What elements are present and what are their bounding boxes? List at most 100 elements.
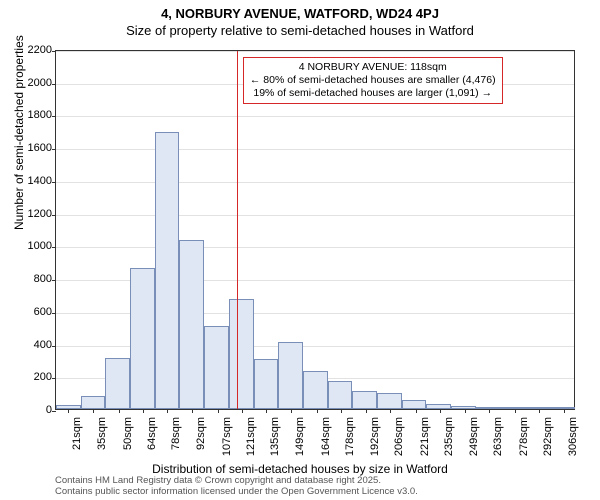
ytick-label: 600 — [34, 306, 52, 318]
gridline — [56, 247, 574, 248]
ytick-label: 400 — [34, 339, 52, 351]
histogram-bar — [204, 326, 229, 409]
xtick-label: 221sqm — [419, 417, 431, 463]
histogram-bar — [130, 268, 155, 409]
xtick-mark — [390, 409, 391, 413]
xtick-label: 64sqm — [146, 417, 158, 463]
histogram-bar — [451, 406, 476, 409]
xtick-label: 206sqm — [393, 417, 405, 463]
ytick-mark — [52, 313, 56, 314]
xtick-mark — [416, 409, 417, 413]
ytick-label: 200 — [34, 371, 52, 383]
gridline — [56, 116, 574, 117]
xtick-label: 263sqm — [492, 417, 504, 463]
histogram-bar — [550, 407, 575, 409]
gridline — [56, 182, 574, 183]
xtick-mark — [465, 409, 466, 413]
histogram-bar — [402, 400, 427, 409]
histogram-bar — [179, 240, 204, 409]
annotation-line-3: 19% of semi-detached houses are larger (… — [250, 87, 496, 100]
reference-line — [237, 51, 238, 409]
histogram-bar — [377, 393, 402, 409]
histogram-bar — [254, 359, 279, 409]
xtick-label: 92sqm — [195, 417, 207, 463]
ytick-mark — [52, 247, 56, 248]
ytick-label: 1600 — [28, 142, 52, 154]
xtick-label: 249sqm — [468, 417, 480, 463]
histogram-bar — [229, 299, 254, 409]
footer: Contains HM Land Registry data © Crown c… — [55, 476, 418, 498]
histogram-bar — [81, 396, 106, 409]
xtick-mark — [68, 409, 69, 413]
xtick-mark — [489, 409, 490, 413]
xtick-label: 50sqm — [122, 417, 134, 463]
ytick-label: 1200 — [28, 208, 52, 220]
ytick-label: 1800 — [28, 109, 52, 121]
xtick-mark — [564, 409, 565, 413]
ytick-label: 1400 — [28, 175, 52, 187]
xtick-label: 164sqm — [320, 417, 332, 463]
ytick-mark — [52, 378, 56, 379]
xtick-label: 306sqm — [567, 417, 579, 463]
histogram-bar — [501, 407, 526, 409]
histogram-bar — [426, 404, 451, 409]
xtick-label: 107sqm — [221, 417, 233, 463]
xtick-mark — [192, 409, 193, 413]
ytick-mark — [52, 411, 56, 412]
title-line-1: 4, NORBURY AVENUE, WATFORD, WD24 4PJ — [0, 0, 600, 21]
xtick-mark — [266, 409, 267, 413]
xtick-label: 292sqm — [542, 417, 554, 463]
gridline — [56, 215, 574, 216]
ytick-label: 0 — [46, 404, 52, 416]
xtick-mark — [119, 409, 120, 413]
xtick-label: 135sqm — [269, 417, 281, 463]
xtick-label: 21sqm — [71, 417, 83, 463]
ytick-mark — [52, 215, 56, 216]
ytick-label: 800 — [34, 273, 52, 285]
xtick-label: 78sqm — [170, 417, 182, 463]
ytick-mark — [52, 280, 56, 281]
y-axis-label: Number of semi-detached properties — [12, 35, 26, 230]
xtick-mark — [440, 409, 441, 413]
ytick-mark — [52, 84, 56, 85]
ytick-mark — [52, 182, 56, 183]
xtick-mark — [341, 409, 342, 413]
ytick-mark — [52, 346, 56, 347]
histogram-bar — [278, 342, 303, 409]
xtick-mark — [515, 409, 516, 413]
plot-area: 4 NORBURY AVENUE: 118sqm ← 80% of semi-d… — [55, 50, 575, 410]
histogram-bar — [303, 371, 328, 409]
gridline — [56, 149, 574, 150]
footer-line-2: Contains public sector information licen… — [55, 487, 418, 498]
histogram-bar — [525, 407, 550, 409]
histogram-bar — [352, 391, 377, 409]
xtick-mark — [317, 409, 318, 413]
ytick-mark — [52, 116, 56, 117]
annotation-line-1: 4 NORBURY AVENUE: 118sqm — [250, 61, 496, 74]
xtick-label: 149sqm — [294, 417, 306, 463]
chart-container: 4, NORBURY AVENUE, WATFORD, WD24 4PJ Siz… — [0, 0, 600, 500]
xtick-mark — [291, 409, 292, 413]
title-line-2: Size of property relative to semi-detach… — [0, 21, 600, 38]
ytick-mark — [52, 51, 56, 52]
xtick-mark — [539, 409, 540, 413]
xtick-label: 278sqm — [518, 417, 530, 463]
ytick-mark — [52, 149, 56, 150]
xtick-label: 192sqm — [369, 417, 381, 463]
xtick-mark — [218, 409, 219, 413]
xtick-mark — [167, 409, 168, 413]
ytick-label: 2000 — [28, 77, 52, 89]
xtick-label: 178sqm — [344, 417, 356, 463]
xtick-label: 35sqm — [96, 417, 108, 463]
xtick-mark — [242, 409, 243, 413]
xtick-label: 121sqm — [245, 417, 257, 463]
annotation-line-2: ← 80% of semi-detached houses are smalle… — [250, 74, 496, 87]
histogram-bar — [328, 381, 353, 409]
ytick-label: 1000 — [28, 240, 52, 252]
xtick-mark — [93, 409, 94, 413]
histogram-bar — [155, 132, 180, 409]
xtick-label: 235sqm — [443, 417, 455, 463]
histogram-bar — [105, 358, 130, 409]
xtick-mark — [366, 409, 367, 413]
gridline — [56, 51, 574, 52]
